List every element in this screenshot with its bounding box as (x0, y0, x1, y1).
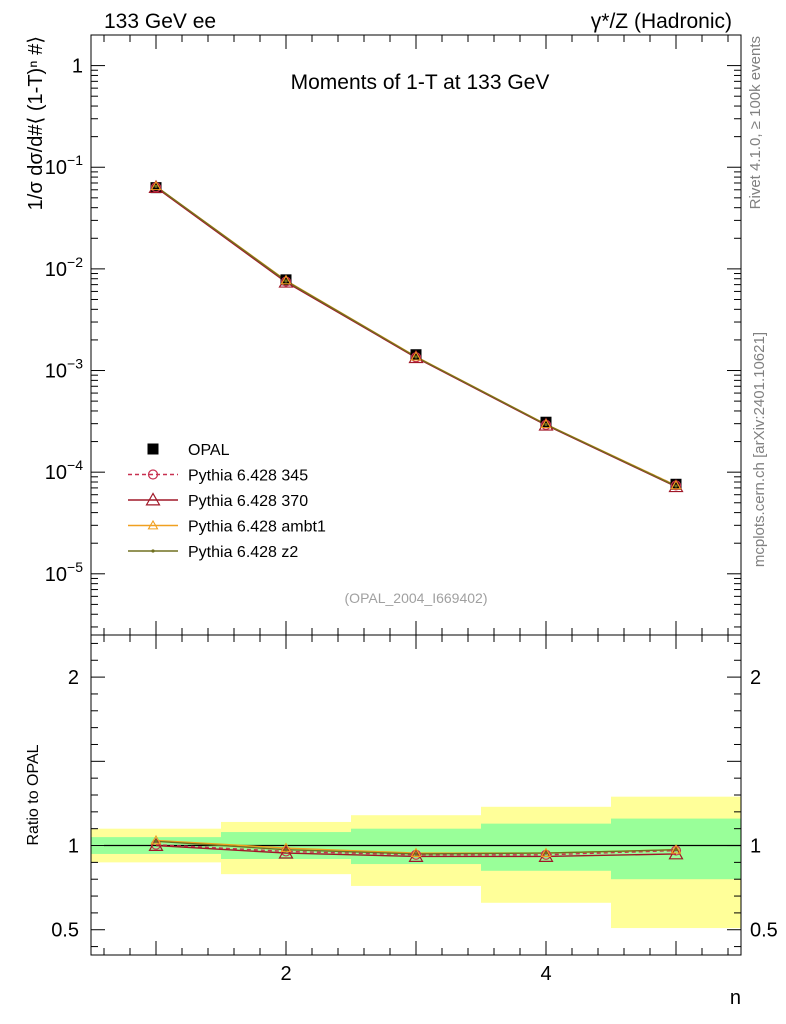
ratio-y-tick-label: 1 (68, 836, 79, 858)
header-right: γ*/Z (Hadronic) (591, 10, 732, 33)
ratio-ticks: 0.5 0.5 1 1 2 2 2 4 (51, 635, 778, 985)
main-series-marker (414, 355, 418, 359)
ratio-series-marker (154, 839, 158, 843)
ratio-y-tick-label-right: 2 (750, 667, 761, 689)
legend: OPAL Pythia 6.428 345 Pythia 6.428 370 Pyth… (128, 442, 326, 561)
main-series-marker (280, 276, 292, 287)
legend-marker (147, 443, 159, 455)
legend-label: OPAL (188, 442, 230, 459)
legend-label: Pythia 6.428 370 (188, 493, 308, 510)
ratio-series-marker (414, 852, 418, 856)
ratio-series-marker (670, 844, 682, 854)
ratio-series-marker (284, 848, 288, 852)
main-y-tick-label: 10−2 (45, 254, 83, 281)
ratio-series-marker (410, 847, 422, 858)
main-panel: 1 10−1 10−2 10−3 10−4 10−5 Moments of 1-T at … (25, 34, 742, 636)
legend-label: Pythia 6.428 ambt1 (188, 519, 326, 536)
header-left: 133 GeV ee (104, 10, 216, 33)
ratio-series (148, 834, 684, 862)
main-series-marker (154, 184, 158, 188)
main-title: Moments of 1-T at 133 GeV (291, 71, 550, 94)
ratio-panel: 0.5 0.5 1 1 2 2 2 4 Ratio to OPAL n (25, 634, 778, 1009)
opal-data-point (410, 349, 422, 361)
legend-label: Pythia 6.428 z2 (188, 544, 298, 561)
opal-data-point (540, 416, 552, 428)
legend-marker (147, 519, 159, 530)
ratio-series-marker (278, 845, 294, 859)
legend-marker (151, 549, 155, 553)
legend-marker (145, 492, 161, 506)
main-series-marker (544, 422, 548, 427)
ratio-series-marker (148, 837, 164, 852)
main-y-tick-label: 10−1 (45, 152, 83, 179)
x-tick-label: 4 (540, 963, 551, 985)
ratio-bands (91, 796, 741, 929)
watermark: (OPAL_2004_I669402) (345, 590, 488, 606)
mcplots-label: mcplots.cern.ch [arXiv:2401.10621] (751, 332, 768, 567)
main-series-marker (670, 479, 682, 490)
ratio-series-marker (540, 847, 552, 858)
main-series-line (155, 185, 677, 487)
x-tick-label: 2 (280, 963, 291, 985)
main-series (148, 179, 684, 493)
ratio-series-marker (674, 848, 678, 852)
ratio-series-marker (538, 848, 554, 862)
main-series-marker (674, 484, 678, 488)
main-series-marker (540, 418, 552, 429)
ratio-series-marker (150, 834, 162, 845)
ratio-y-tick-label-right: 0.5 (750, 920, 778, 942)
ratio-y-label: Ratio to OPAL (25, 744, 42, 845)
main-y-ticks: 1 10−1 10−2 10−3 10−4 10−5 (45, 34, 741, 635)
rivet-label: Rivet 4.1.0, ≥ 100k events (747, 36, 764, 209)
main-series-marker (410, 351, 422, 361)
ratio-y-tick-label: 2 (68, 667, 79, 689)
main-series-line (155, 185, 677, 487)
main-y-tick-label: 10−5 (45, 559, 83, 586)
ratio-series-marker (408, 848, 424, 862)
ratio-series-marker (280, 842, 292, 852)
main-y-tick-label: 1 (72, 56, 83, 78)
main-y-tick-label: 10−3 (45, 356, 83, 383)
main-y-tick-label: 10−4 (45, 457, 83, 484)
main-series-marker (284, 279, 288, 283)
x-axis-label: n (730, 987, 741, 1009)
ratio-y-tick-label: 0.5 (51, 920, 79, 942)
ratio-stat-band (351, 828, 481, 865)
ratio-stat-band (481, 823, 611, 871)
main-y-label: 1/σ dσ/d#⟨ (1-T)ⁿ #⟩ (25, 36, 47, 210)
ratio-y-tick-label-right: 1 (750, 836, 761, 858)
main-series-marker (280, 274, 292, 285)
legend-marker (147, 469, 159, 480)
legend-label: Pythia 6.428 345 (188, 468, 308, 485)
main-series-line (155, 186, 677, 487)
main-series-marker (150, 180, 162, 191)
opal-data-point (670, 478, 682, 490)
main-series-line (155, 186, 677, 488)
ratio-series-marker (544, 851, 548, 855)
